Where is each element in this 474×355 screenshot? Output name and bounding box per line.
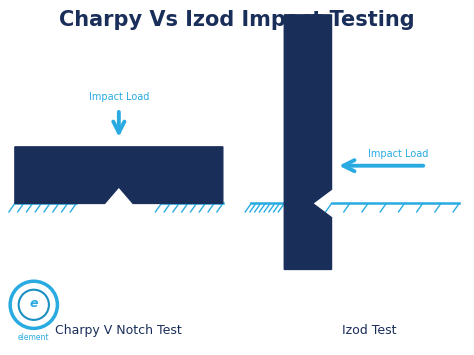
Text: Charpy Vs Izod Impact Testing: Charpy Vs Izod Impact Testing — [59, 10, 415, 30]
Text: element: element — [18, 333, 49, 342]
Text: Impact Load: Impact Load — [368, 149, 428, 159]
Text: Impact Load: Impact Load — [89, 92, 149, 102]
Text: Charpy V Notch Test: Charpy V Notch Test — [55, 324, 182, 337]
Polygon shape — [15, 147, 223, 203]
Polygon shape — [284, 15, 331, 269]
Text: e: e — [29, 297, 38, 310]
Text: Izod Test: Izod Test — [342, 324, 397, 337]
